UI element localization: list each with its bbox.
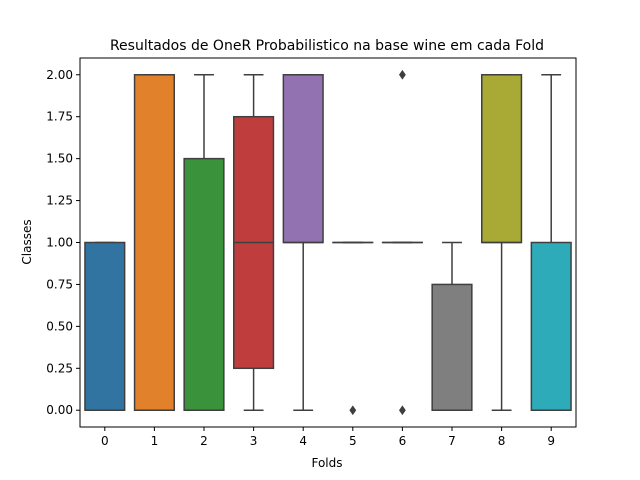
x-tick-label: 1: [151, 434, 159, 448]
x-axis-label: Folds: [311, 456, 342, 470]
iqr-box: [282, 74, 324, 244]
y-axis-label: Classes: [20, 219, 34, 264]
y-tick-label: 1.25: [46, 194, 73, 208]
x-tick-label: 4: [299, 434, 307, 448]
x-tick-label: 3: [250, 434, 258, 448]
box-fold-5: [332, 241, 374, 416]
outlier-point: [349, 405, 357, 416]
iqr-box: [183, 157, 225, 411]
y-tick-label: 2.00: [46, 68, 73, 82]
x-tick-label: 6: [399, 434, 407, 448]
y-tick-label: 1.50: [46, 152, 73, 166]
iqr-box: [431, 283, 473, 411]
box-fold-9: [530, 74, 572, 411]
iqr-box: [84, 241, 126, 411]
box-fold-7: [431, 241, 473, 411]
box-fold-2: [183, 74, 225, 411]
iqr-box: [481, 74, 523, 244]
x-tick-label: 2: [200, 434, 208, 448]
iqr-box: [133, 74, 175, 411]
box-fold-1: [133, 74, 175, 411]
x-tick-label: 0: [101, 434, 109, 448]
x-tick-label: 7: [448, 434, 456, 448]
iqr-box: [530, 241, 572, 411]
y-tick-label: 1.00: [46, 236, 73, 250]
box-fold-3: [233, 74, 275, 411]
box-fold-4: [282, 74, 324, 411]
outlier-point: [398, 69, 406, 80]
boxes-layer: [84, 69, 572, 416]
y-tick-label: 1.75: [46, 110, 73, 124]
outlier-point: [398, 405, 406, 416]
x-tick-label: 9: [547, 434, 555, 448]
y-tick-label: 0.00: [46, 403, 73, 417]
y-tick-label: 0.50: [46, 319, 73, 333]
axes-layer: 0.00 0.25 0.50 0.75 1.00 1.25 1.50 1.75 2.00 0 1 2 3…: [46, 57, 577, 448]
x-tick-label: 5: [349, 434, 357, 448]
y-tick-label: 0.75: [46, 277, 73, 291]
chart-title: Resultados de OneR Probabilistico na bas…: [110, 38, 544, 54]
box-fold-8: [481, 74, 523, 411]
box-fold-6: [381, 69, 423, 416]
box-fold-0: [84, 241, 126, 411]
y-tick-label: 0.25: [46, 361, 73, 375]
x-tick-label: 8: [498, 434, 506, 448]
